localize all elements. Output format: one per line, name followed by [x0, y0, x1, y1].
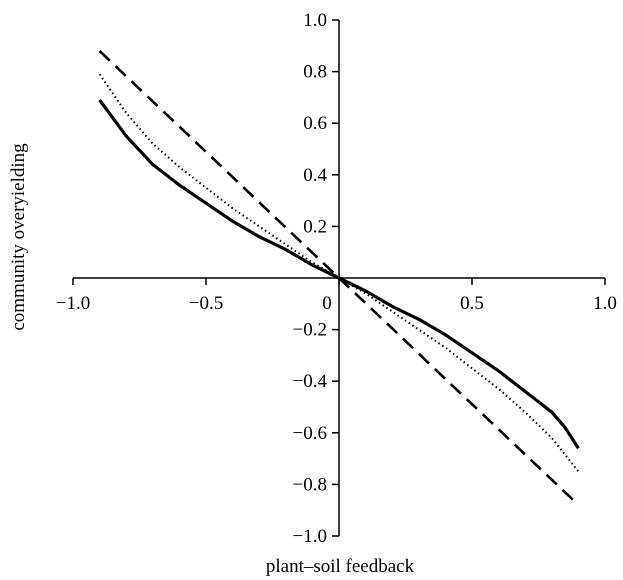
x-tick-label: −0.5	[189, 293, 223, 314]
y-tick-label: 0.8	[303, 62, 327, 83]
series-group	[98, 50, 580, 506]
x-tick-label: 0.5	[460, 293, 484, 314]
y-tick-label: 0.4	[303, 165, 327, 186]
y-tick-label: −0.6	[293, 423, 327, 444]
y-tick-label: −1.0	[293, 526, 327, 547]
y-tick-label: 0.6	[303, 113, 327, 134]
y-tick-label: −0.8	[293, 474, 327, 495]
x-tick-label: 0	[322, 293, 332, 314]
y-tick-label: 0.2	[303, 216, 327, 237]
x-tick-label: −1.0	[56, 293, 90, 314]
y-tick-label: −0.4	[293, 371, 328, 392]
x-tick-label: 1.0	[593, 293, 617, 314]
x-axis-title: plant–soil feedback	[266, 556, 415, 577]
ticks: −1.0 −0.5 0 0.5 1.0 −1.0 −0.8 −0.6 −0.4 −0.2 0.2 0.…	[56, 10, 617, 547]
y-axis-title: community overyielding	[8, 143, 29, 331]
y-tick-label: 1.0	[303, 10, 327, 31]
y-tick-label: −0.2	[293, 320, 327, 341]
series-line-solid	[98, 99, 580, 450]
